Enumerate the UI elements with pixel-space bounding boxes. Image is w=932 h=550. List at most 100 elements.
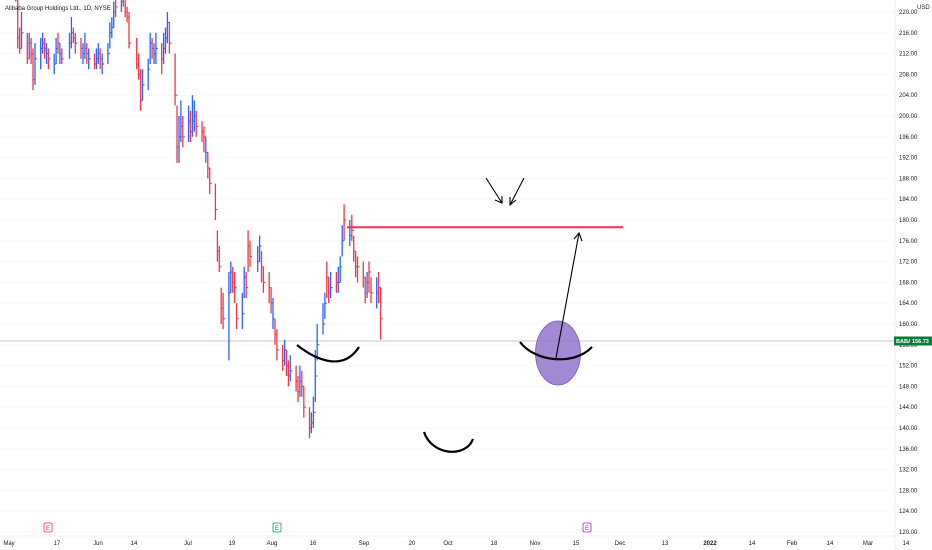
price-tick-label: 172.00 xyxy=(899,260,918,266)
event-marker-label: E xyxy=(46,526,50,532)
ohlc-bar xyxy=(88,48,91,70)
time-tick-label: Nov xyxy=(530,541,541,547)
event-marker[interactable]: E xyxy=(43,522,53,533)
price-tick-label: 220.00 xyxy=(899,10,918,16)
ohlc-bar xyxy=(222,292,226,330)
ohlc-bar xyxy=(209,168,212,194)
ohlc-bar xyxy=(289,355,293,382)
time-tick-label: Jun xyxy=(93,541,103,547)
ohlc-bar xyxy=(312,396,316,428)
ohlc-bar xyxy=(74,32,78,54)
head-curve xyxy=(422,431,475,453)
right-shoulder-curve xyxy=(519,341,593,361)
time-tick-label: 17 xyxy=(54,541,61,547)
price-tick-label: 176.00 xyxy=(899,239,918,245)
event-marker-box xyxy=(272,522,282,533)
price-tick-label: 156.00 xyxy=(899,343,918,349)
time-tick-label: Aug xyxy=(267,541,278,547)
ohlc-bar xyxy=(245,272,249,298)
ohlc-bar xyxy=(329,272,333,298)
down-arrow-left-head xyxy=(494,196,503,204)
price-tick-label: 168.00 xyxy=(899,280,918,286)
ohlc-bar xyxy=(174,53,178,106)
time-axis[interactable]: May 17 Jun 14 Jul 19 Aug 16 Sep 20 Oct 18 Nov 15 Dec 13… xyxy=(3,541,910,547)
price-tick-label: 200.00 xyxy=(899,114,918,120)
price-tag-value-bg xyxy=(910,336,932,346)
time-tick-label: 14 xyxy=(131,541,138,547)
ohlc-bar xyxy=(316,324,320,361)
currency-label: USD xyxy=(917,5,930,11)
price-tick-label: 184.00 xyxy=(899,197,918,203)
ohlc-bar xyxy=(379,287,383,340)
ohlc-bar xyxy=(314,350,318,402)
price-tick-label: 188.00 xyxy=(899,176,918,182)
highlight-ellipse xyxy=(535,320,581,386)
down-arrow-right xyxy=(509,177,525,206)
time-tick-label: 14 xyxy=(903,541,910,547)
price-tag-symbol: BABA xyxy=(896,339,912,345)
ohlc-bar xyxy=(258,235,262,262)
ohlc-bar xyxy=(155,32,158,64)
price-tick-label: 216.00 xyxy=(899,31,918,37)
ohlc-bar xyxy=(107,43,110,64)
ohlc-bar xyxy=(218,246,222,272)
ohlc-bar xyxy=(303,386,306,418)
price-tick-label: 164.00 xyxy=(899,301,918,307)
ohlc-bar xyxy=(195,110,199,137)
ohlc-bar xyxy=(324,292,327,319)
time-tick-label: 2022 xyxy=(703,541,717,547)
ohlc-bar xyxy=(122,0,124,7)
time-tick-label: 16 xyxy=(310,541,317,547)
ohlc-bar xyxy=(147,58,151,90)
price-tick-label: 140.00 xyxy=(899,426,918,432)
price-axis[interactable]: 120.00 124.00 128.00 132.00 136.00 140.00 144.… xyxy=(899,10,918,536)
up-arrow-head xyxy=(573,231,583,242)
ohlc-bar xyxy=(241,292,245,330)
grid xyxy=(0,11,895,533)
ohlc-bar xyxy=(233,272,237,304)
ohlc-bar xyxy=(168,22,172,54)
price-tag-symbol-bg xyxy=(894,336,910,346)
time-tick-label: 15 xyxy=(573,541,580,547)
event-marker[interactable]: E xyxy=(582,522,592,533)
price-tick-label: 132.00 xyxy=(899,468,918,474)
price-tick-label: 148.00 xyxy=(899,384,918,390)
ohlc-bar xyxy=(322,303,325,335)
ohlc-bar xyxy=(339,256,343,283)
ohlc-bar xyxy=(235,303,239,330)
ohlc-bar xyxy=(47,48,51,70)
drawing-annotations xyxy=(296,177,623,453)
ohlc-bar xyxy=(343,204,347,241)
ohlc-bar xyxy=(34,43,37,85)
price-tick-label: 128.00 xyxy=(899,488,918,494)
ohlc-bar xyxy=(368,261,371,293)
time-tick-label: 18 xyxy=(491,541,498,547)
ohlc-bar xyxy=(276,329,279,361)
price-tag-value: 156.73 xyxy=(912,339,929,345)
price-tick-label: 212.00 xyxy=(899,52,918,58)
ohlc-bar xyxy=(370,277,373,304)
time-tick-label: 14 xyxy=(749,541,756,547)
time-tick-label: Jul xyxy=(184,541,192,547)
event-marker-label: E xyxy=(585,526,589,532)
time-tick-label: Oct xyxy=(443,541,453,547)
ohlc-bar xyxy=(182,116,185,148)
ohlc-bar xyxy=(214,183,218,220)
ohlc-bar xyxy=(114,0,118,18)
event-marker[interactable]: E xyxy=(272,522,282,533)
time-tick-label: 20 xyxy=(409,541,416,547)
ohlc-bar xyxy=(141,69,145,101)
price-tick-label: 196.00 xyxy=(899,135,918,141)
price-tick-label: 192.00 xyxy=(899,156,918,162)
time-tick-label: Sep xyxy=(359,541,370,547)
price-tick-label: 136.00 xyxy=(899,447,918,453)
event-marker-label: E xyxy=(275,526,279,532)
event-marker-box xyxy=(43,522,53,533)
event-marker-box xyxy=(582,522,592,533)
ohlc-bar xyxy=(262,266,266,293)
time-tick-label: May xyxy=(3,541,14,547)
ohlc-bar xyxy=(20,12,24,49)
